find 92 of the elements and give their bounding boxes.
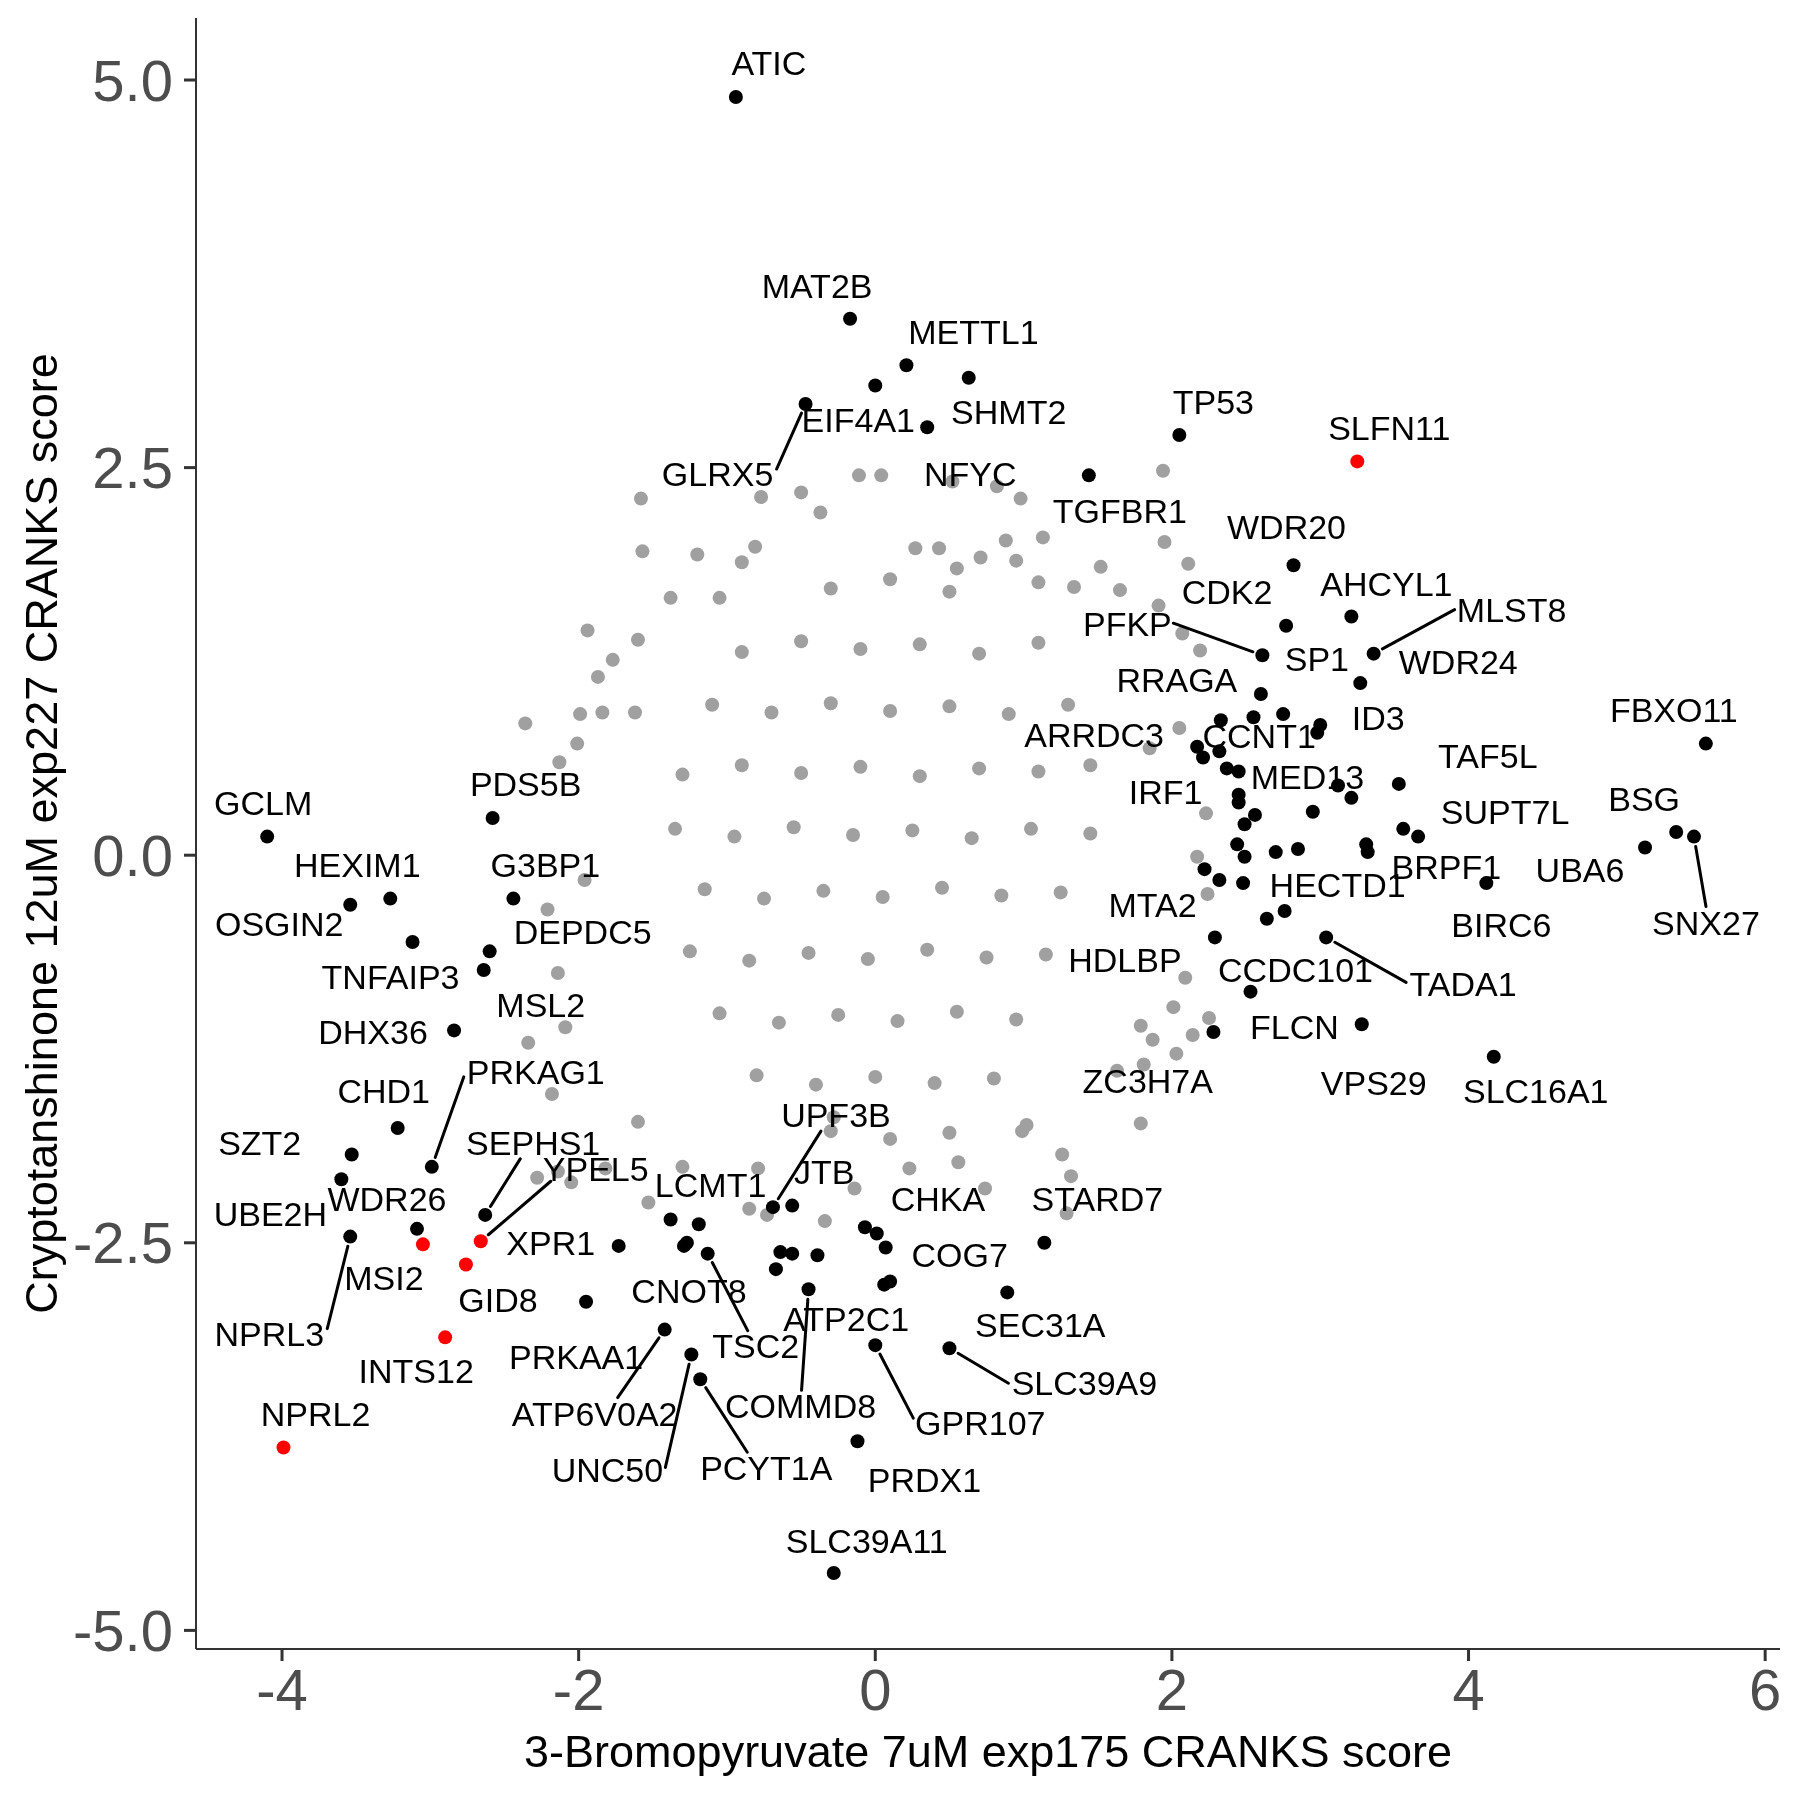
x-tick-label: 6 xyxy=(1749,1657,1782,1723)
annotation: UBA6 xyxy=(1535,850,1625,889)
annotation: HDLBP xyxy=(1068,941,1182,980)
annotation: WDR20 xyxy=(1227,508,1347,547)
annotation: JTB xyxy=(794,1152,855,1191)
annotation: UPF3B xyxy=(781,1096,891,1135)
annotation: GID8 xyxy=(458,1280,538,1319)
x-tick-label: 2 xyxy=(1155,1657,1189,1723)
y-tick-label: 0.0 xyxy=(92,822,173,888)
annotation: BSG xyxy=(1608,780,1681,819)
annotation: WDR24 xyxy=(1398,643,1518,682)
annotation: TGFBR1 xyxy=(1052,492,1187,531)
annotation: CDK2 xyxy=(1181,572,1273,611)
x-tick-label: 0 xyxy=(859,1657,892,1723)
annotation: UNC50 xyxy=(551,1451,664,1490)
annotation: WDR26 xyxy=(327,1179,447,1218)
annotation: FBXO11 xyxy=(1609,690,1738,729)
annotation: NFYC xyxy=(923,455,1017,494)
annotation: SEC31A xyxy=(975,1306,1106,1345)
annotation: BIRC6 xyxy=(1451,906,1552,945)
annotation: MSL2 xyxy=(496,986,586,1024)
annotation: SHMT2 xyxy=(951,392,1067,431)
x-axis-title: 3-Bromopyruvate 7uM exp175 CRANKS score xyxy=(524,1726,1452,1777)
annotation: GCLM xyxy=(214,783,313,822)
annotation: VPS29 xyxy=(1320,1064,1427,1103)
annotation: HEXIM1 xyxy=(294,845,421,884)
annotation: MLST8 xyxy=(1456,590,1567,629)
point xyxy=(1350,454,1365,469)
annotation: PRKAA1 xyxy=(508,1337,644,1376)
point xyxy=(276,1440,291,1455)
annotation: IRF1 xyxy=(1128,772,1203,811)
annotation: EIF4A1 xyxy=(801,400,915,439)
annotation: DHX36 xyxy=(318,1013,428,1052)
y-tick-label: -2.5 xyxy=(73,1210,173,1276)
annotation: MSI2 xyxy=(344,1259,424,1298)
annotation: CHKA xyxy=(890,1180,986,1219)
annotation: ID3 xyxy=(1351,699,1405,738)
x-tick-label: -4 xyxy=(256,1657,308,1723)
point xyxy=(473,1234,488,1249)
annotation: COG7 xyxy=(911,1235,1008,1274)
annotation: SUPT7L xyxy=(1440,792,1570,831)
y-tick-label: 5.0 xyxy=(92,47,173,113)
annotation: SLC39A11 xyxy=(785,1522,948,1561)
annotation: CCDC101 xyxy=(1218,950,1373,989)
x-tick-label: 4 xyxy=(1452,1657,1485,1723)
annotation: ZC3H7A xyxy=(1082,1062,1214,1101)
annotation: TNFAIP3 xyxy=(321,958,460,997)
annotation: SNX27 xyxy=(1652,903,1760,942)
annotation: SZT2 xyxy=(218,1124,302,1163)
y-axis-title: Cryptotanshinone 12uM exp227 CRANKS score xyxy=(15,353,67,1314)
annotation: COMMD8 xyxy=(724,1387,877,1426)
annotation: AHCYL1 xyxy=(1320,564,1453,603)
annotation: SLFN11 xyxy=(1328,409,1451,448)
annotation: PFKP xyxy=(1082,605,1172,644)
annotation: GLRX5 xyxy=(661,455,774,494)
y-tick-label: -5.0 xyxy=(73,1597,173,1663)
y-tick-label: 2.5 xyxy=(92,435,173,501)
annotation: TADA1 xyxy=(1409,965,1517,1004)
x-tick-label: -2 xyxy=(552,1657,605,1723)
annotation: CCNT1 xyxy=(1202,717,1316,756)
annotation: NPRL2 xyxy=(260,1394,371,1433)
annotation: PRKAG1 xyxy=(466,1052,605,1091)
annotation: TAF5L xyxy=(1438,736,1538,775)
annotation: FLCN xyxy=(1250,1008,1339,1047)
point xyxy=(458,1257,473,1272)
annotation: MAT2B xyxy=(761,266,873,305)
annotation: RRAGA xyxy=(1116,661,1238,700)
point xyxy=(438,1330,453,1345)
annotation: CHD1 xyxy=(337,1072,430,1111)
point xyxy=(415,1237,430,1252)
annotation: UBE2H xyxy=(213,1195,328,1234)
annotation: STARD7 xyxy=(1031,1179,1164,1218)
annotation: DEPDC5 xyxy=(513,913,652,952)
annotation: G3BP1 xyxy=(490,845,601,884)
annotation: METTL1 xyxy=(908,313,1039,352)
annotation: PCYT1A xyxy=(700,1449,833,1488)
annotation: SP1 xyxy=(1284,640,1350,679)
annotation: LCMT1 xyxy=(654,1165,767,1204)
annotation: SLC16A1 xyxy=(1462,1071,1609,1110)
annotation: ARRDC3 xyxy=(1024,715,1165,754)
annotation: ATIC xyxy=(731,44,807,83)
annotation: PRDX1 xyxy=(867,1461,982,1500)
annotation: INTS12 xyxy=(358,1352,474,1391)
annotation: PDS5B xyxy=(469,765,582,804)
annotation: TP53 xyxy=(1172,383,1254,422)
annotation: MTA2 xyxy=(1108,886,1197,925)
annotation: SLC39A9 xyxy=(1011,1364,1158,1403)
annotation: GPR107 xyxy=(915,1404,1046,1443)
annotation: ATP6V0A2 xyxy=(511,1394,678,1433)
annotation: NPRL3 xyxy=(214,1314,325,1353)
annotation: OSGIN2 xyxy=(215,904,344,943)
annotation: XPR1 xyxy=(506,1223,596,1262)
